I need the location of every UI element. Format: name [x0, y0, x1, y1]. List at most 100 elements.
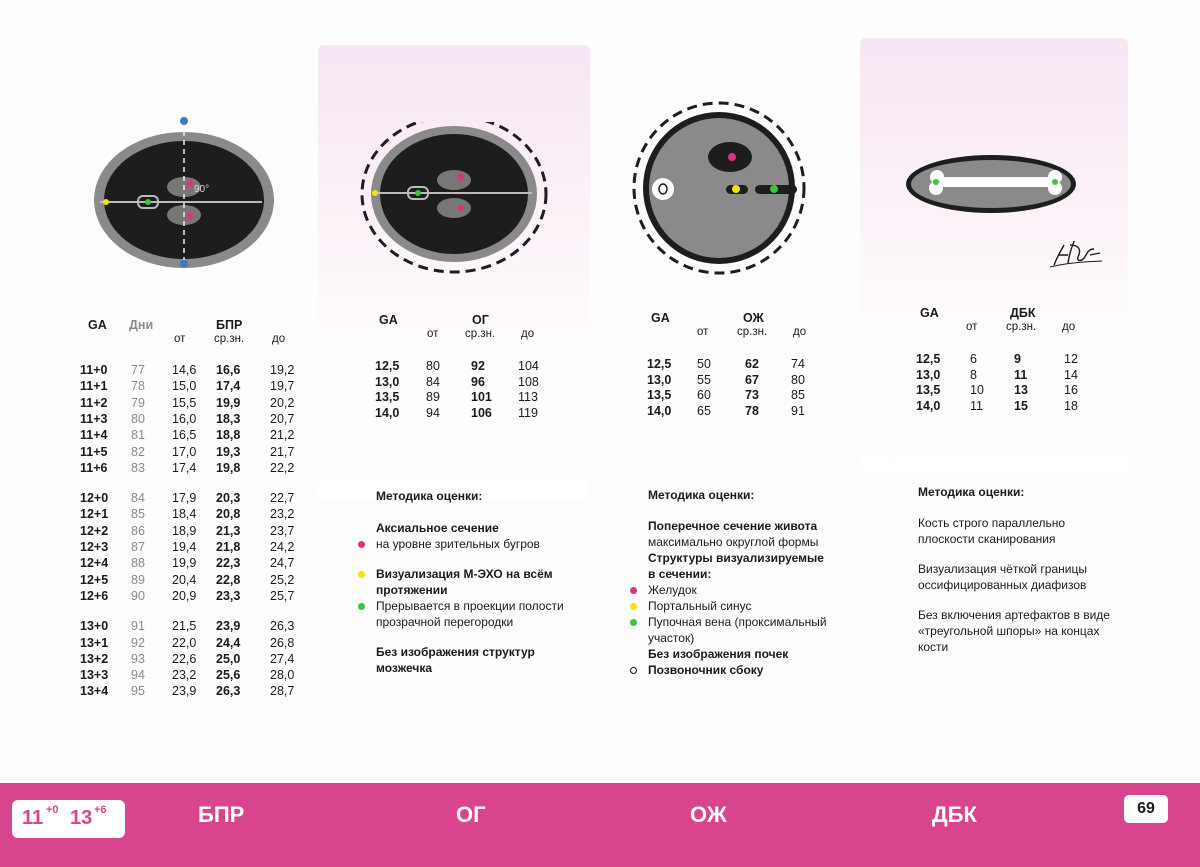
- table-cell: 101: [471, 390, 492, 404]
- ozh-method-notes: Методика оценки: Поперечное сечение живо…: [630, 487, 848, 678]
- table-cell: 119: [518, 405, 538, 420]
- table-cell: 13+2: [80, 651, 109, 666]
- ozh-notes-i4: Позвоночник сбоку: [648, 663, 764, 677]
- og-sub-to: до: [521, 328, 535, 340]
- ozh-notes-l4: в сечении:: [648, 567, 712, 581]
- table-row: 13,0 8 11 14: [916, 367, 1176, 384]
- table-cell: 12+6: [80, 588, 109, 603]
- angle-label: 90°: [194, 184, 209, 195]
- table-cell: 21,8: [216, 540, 241, 554]
- table-cell: 81: [131, 428, 145, 443]
- bpr-col-days: Дни: [129, 318, 154, 332]
- table-cell: 10: [970, 383, 984, 397]
- table-cell: 13+4: [80, 684, 109, 699]
- table-cell: 96: [471, 374, 485, 389]
- table-cell: 12+5: [80, 572, 109, 587]
- ga-from: 11: [22, 807, 44, 829]
- table-cell: 73: [745, 388, 759, 402]
- author-signature: [1049, 240, 1103, 268]
- table-row: 11+5 82 17,0 19,3 21,7: [78, 444, 338, 461]
- bpr-table: GA Дни БПР от ср.зн. до 11+0 77 14,6 16,6 19…: [78, 318, 318, 708]
- table-cell: 85: [131, 507, 145, 522]
- table-cell: 60: [697, 388, 711, 402]
- table-cell: 87: [131, 540, 145, 554]
- table-cell: 23,7: [270, 523, 295, 538]
- gestational-age-badge: 11 +0 13 +6: [10, 798, 127, 840]
- table-cell: 15,5: [172, 395, 197, 410]
- table-cell: 14: [1064, 367, 1078, 382]
- ga-to: 13: [70, 807, 93, 829]
- og-title: ОГ: [472, 313, 489, 327]
- table-cell: 113: [518, 390, 538, 404]
- table-cell: 11+0: [80, 363, 108, 377]
- pink-dot-marker: [630, 587, 637, 594]
- table-cell: 16: [1064, 383, 1078, 397]
- table-cell: 24,2: [270, 540, 295, 554]
- og-col-ga: GA: [379, 313, 398, 327]
- table-cell: 18,8: [216, 428, 241, 443]
- table-cell: 78: [745, 403, 759, 418]
- table-cell: 13+0: [80, 619, 109, 634]
- table-cell: 16,0: [172, 411, 197, 426]
- table-row: 13+3 94 23,2 25,6 28,0: [78, 667, 338, 684]
- table-row: 12,5 80 92 104: [375, 358, 635, 375]
- table-cell: 94: [426, 405, 440, 420]
- table-cell: 13,5: [916, 383, 941, 397]
- dbk-notes-p2b: оссифицированных диафизов: [918, 578, 1087, 592]
- table-cell: 23,9: [172, 684, 197, 699]
- table-cell: 104: [518, 359, 539, 373]
- ozh-table: GA ОЖ от ср.зн. до 12,5 50 62 74 13,0 55 67 80 1…: [647, 311, 847, 431]
- og-diagram: [360, 122, 548, 274]
- og-notes-sec3-l1: Без изображения структур: [376, 645, 535, 659]
- table-row: 14,0 65 78 91: [647, 403, 907, 420]
- ozh-notes-l5: Без изображения почек: [648, 647, 789, 661]
- footer-bar: [0, 783, 1200, 867]
- table-cell: 14,0: [375, 405, 400, 420]
- table-row: 12+3 87 19,4 21,8 24,2: [78, 539, 338, 556]
- table-cell: 93: [131, 651, 145, 666]
- dbk-notes-p2a: Визуализация чёткой границы: [918, 562, 1087, 576]
- table-cell: 26,8: [270, 635, 295, 650]
- table-row: 13,0 84 96 108: [375, 374, 635, 391]
- og-table: GA ОГ от ср.зн. до 12,5 80 92 104 13,0 84 96 10…: [375, 313, 575, 433]
- table-row: 12+4 88 19,9 22,3 24,7: [78, 555, 338, 572]
- table-cell: 23,2: [270, 507, 295, 522]
- table-cell: 18,9: [172, 523, 197, 538]
- table-cell: 90: [131, 588, 145, 603]
- table-cell: 21,7: [270, 444, 295, 459]
- table-cell: 84: [131, 491, 145, 506]
- table-cell: 11+5: [80, 444, 108, 459]
- table-cell: 19,9: [216, 395, 241, 410]
- ozh-notes-i2: Портальный синус: [648, 599, 752, 613]
- table-row: 11+4 81 16,5 18,8 21,2: [78, 427, 338, 444]
- table-cell: 62: [745, 357, 759, 371]
- dbk-sub-to: до: [1062, 321, 1076, 333]
- table-cell: 86: [131, 523, 145, 538]
- table-cell: 12,5: [375, 359, 400, 373]
- table-cell: 80: [791, 372, 805, 387]
- yellow-dot-marker: [630, 603, 637, 610]
- table-cell: 92: [471, 359, 485, 373]
- table-cell: 24,7: [270, 556, 295, 571]
- table-cell: 15: [1014, 398, 1028, 413]
- table-cell: 25,2: [270, 572, 295, 587]
- table-cell: 11+6: [80, 460, 108, 475]
- table-row: 13,5 60 73 85: [647, 387, 907, 404]
- table-row: 12+5 89 20,4 22,8 25,2: [78, 572, 338, 589]
- table-cell: 88: [131, 556, 145, 571]
- ozh-title: ОЖ: [743, 311, 764, 325]
- table-cell: 84: [426, 374, 440, 389]
- ga-to-sup: +6: [94, 804, 107, 816]
- table-cell: 26,3: [270, 619, 295, 634]
- table-cell: 12+2: [80, 523, 109, 538]
- table-cell: 19,4: [172, 540, 197, 554]
- table-cell: 14,6: [172, 363, 197, 377]
- dbk-notes-p1a: Кость строго параллельно: [918, 516, 1066, 530]
- dbk-notes-p3b: «треугольной шпоры» на концах: [918, 624, 1100, 638]
- table-cell: 24,4: [216, 635, 241, 650]
- bpr-diagram: 90°: [94, 117, 274, 268]
- table-cell: 92: [131, 635, 145, 650]
- ga-from-sup: +0: [46, 804, 59, 816]
- table-cell: 80: [131, 411, 145, 426]
- dbk-table: GA ДБК от ср.зн. до 12,5 6 9 12 13,0 8 11 14 13,…: [916, 306, 1116, 426]
